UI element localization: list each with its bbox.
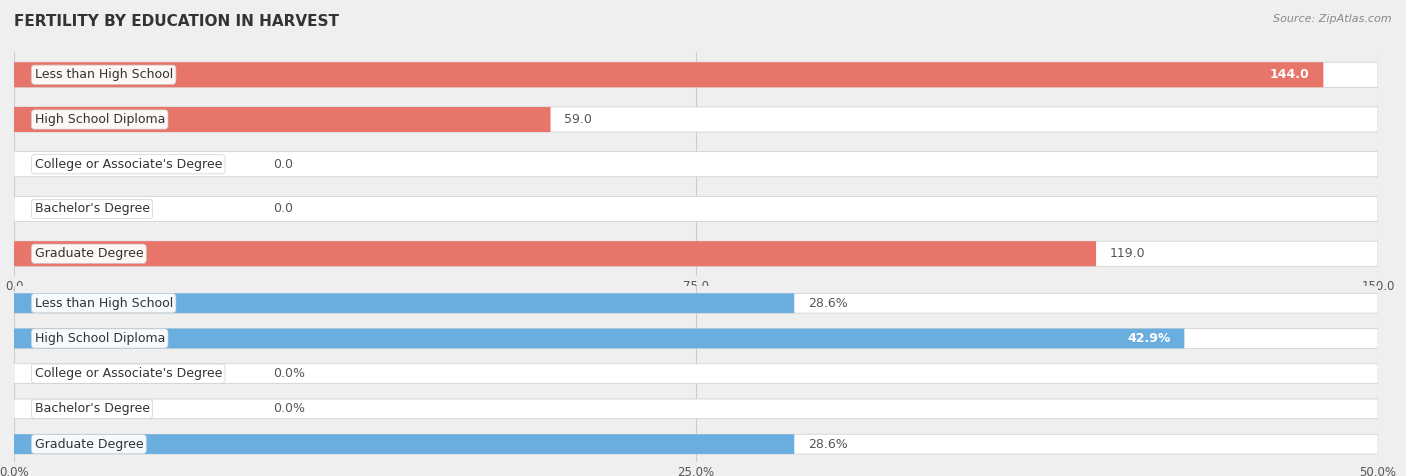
FancyBboxPatch shape bbox=[14, 328, 1378, 348]
FancyBboxPatch shape bbox=[14, 152, 1378, 177]
Text: College or Associate's Degree: College or Associate's Degree bbox=[35, 367, 222, 380]
FancyBboxPatch shape bbox=[14, 197, 1378, 221]
Text: High School Diploma: High School Diploma bbox=[35, 113, 165, 126]
Text: High School Diploma: High School Diploma bbox=[35, 332, 165, 345]
Text: Graduate Degree: Graduate Degree bbox=[35, 437, 143, 451]
FancyBboxPatch shape bbox=[14, 434, 794, 454]
Text: Source: ZipAtlas.com: Source: ZipAtlas.com bbox=[1274, 14, 1392, 24]
Text: Less than High School: Less than High School bbox=[35, 68, 173, 81]
Text: 59.0: 59.0 bbox=[564, 113, 592, 126]
Text: 0.0: 0.0 bbox=[273, 158, 294, 171]
Text: 119.0: 119.0 bbox=[1109, 247, 1146, 260]
FancyBboxPatch shape bbox=[14, 399, 1378, 419]
Text: Bachelor's Degree: Bachelor's Degree bbox=[35, 402, 149, 416]
Text: Less than High School: Less than High School bbox=[35, 297, 173, 310]
FancyBboxPatch shape bbox=[14, 293, 794, 313]
FancyBboxPatch shape bbox=[14, 328, 1184, 348]
Text: Bachelor's Degree: Bachelor's Degree bbox=[35, 202, 149, 216]
Text: 0.0%: 0.0% bbox=[273, 402, 305, 416]
Text: 0.0%: 0.0% bbox=[273, 367, 305, 380]
Text: Graduate Degree: Graduate Degree bbox=[35, 247, 143, 260]
FancyBboxPatch shape bbox=[14, 62, 1378, 87]
Text: 0.0: 0.0 bbox=[273, 202, 294, 216]
FancyBboxPatch shape bbox=[14, 241, 1097, 266]
Text: 28.6%: 28.6% bbox=[808, 437, 848, 451]
Text: 28.6%: 28.6% bbox=[808, 297, 848, 310]
FancyBboxPatch shape bbox=[14, 107, 551, 132]
FancyBboxPatch shape bbox=[14, 241, 1378, 266]
Text: College or Associate's Degree: College or Associate's Degree bbox=[35, 158, 222, 171]
Text: 144.0: 144.0 bbox=[1270, 68, 1309, 81]
Text: FERTILITY BY EDUCATION IN HARVEST: FERTILITY BY EDUCATION IN HARVEST bbox=[14, 14, 339, 30]
FancyBboxPatch shape bbox=[14, 434, 1378, 454]
FancyBboxPatch shape bbox=[14, 293, 1378, 313]
Text: 42.9%: 42.9% bbox=[1128, 332, 1171, 345]
FancyBboxPatch shape bbox=[14, 62, 1323, 87]
FancyBboxPatch shape bbox=[14, 107, 1378, 132]
FancyBboxPatch shape bbox=[14, 364, 1378, 384]
